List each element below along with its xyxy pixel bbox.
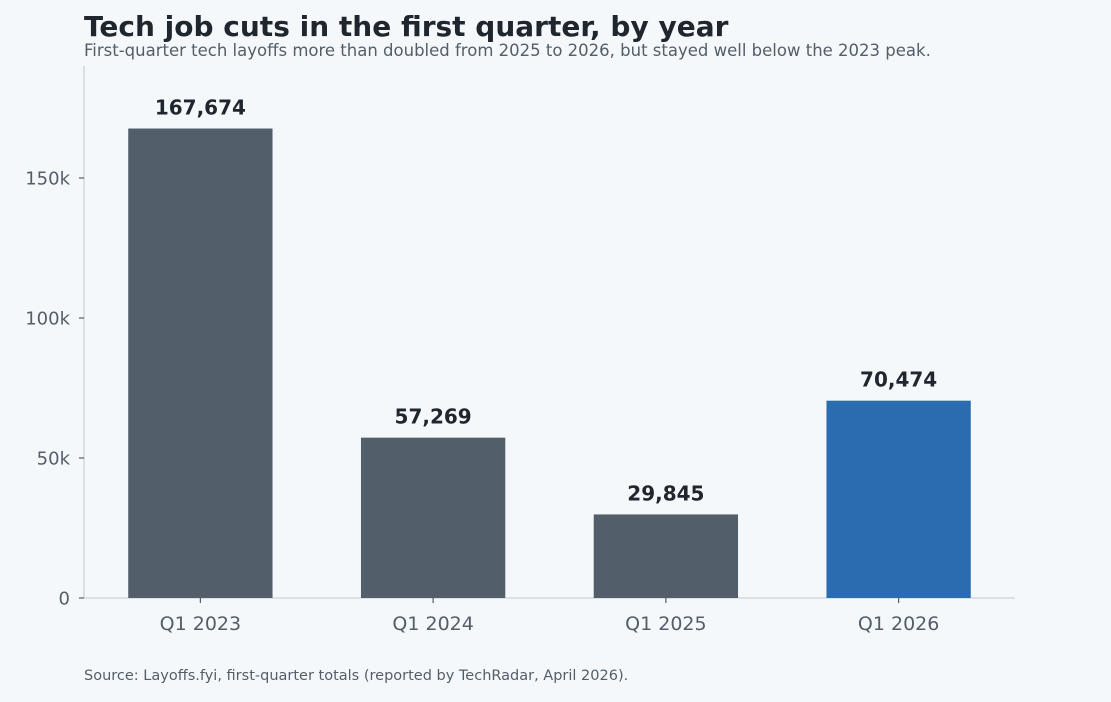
bar: [593, 514, 739, 598]
x-tick-label: Q1 2025: [625, 613, 706, 635]
y-tick-label: 0: [59, 589, 70, 610]
chart-title: Tech job cuts in the first quarter, by y…: [84, 10, 729, 43]
x-tick-label: Q1 2023: [160, 613, 241, 635]
data-label: 167,674: [155, 96, 246, 120]
x-tick-label: Q1 2026: [858, 613, 939, 635]
bar: [360, 437, 506, 598]
y-tick-label: 150k: [25, 169, 70, 190]
x-tick-label: Q1 2024: [392, 613, 473, 635]
data-label: 70,474: [860, 368, 937, 392]
bars: [128, 128, 971, 598]
y-tick-label: 100k: [25, 309, 70, 330]
value-labels: 167,674 57,269 29,845 70,474: [155, 96, 937, 506]
chart-subtitle: First-quarter tech layoffs more than dou…: [84, 41, 931, 60]
y-tick-label: 50k: [37, 449, 71, 470]
source-note: Source: Layoffs.fyi, first-quarter total…: [84, 668, 629, 684]
x-axis: Q1 2023 Q1 2024 Q1 2025 Q1 2026: [84, 597, 1015, 635]
y-axis: 0 50k 100k 150k: [25, 66, 85, 610]
bar: [128, 128, 273, 598]
data-label: 57,269: [395, 405, 472, 429]
bar: [826, 400, 971, 598]
data-label: 29,845: [627, 481, 704, 505]
